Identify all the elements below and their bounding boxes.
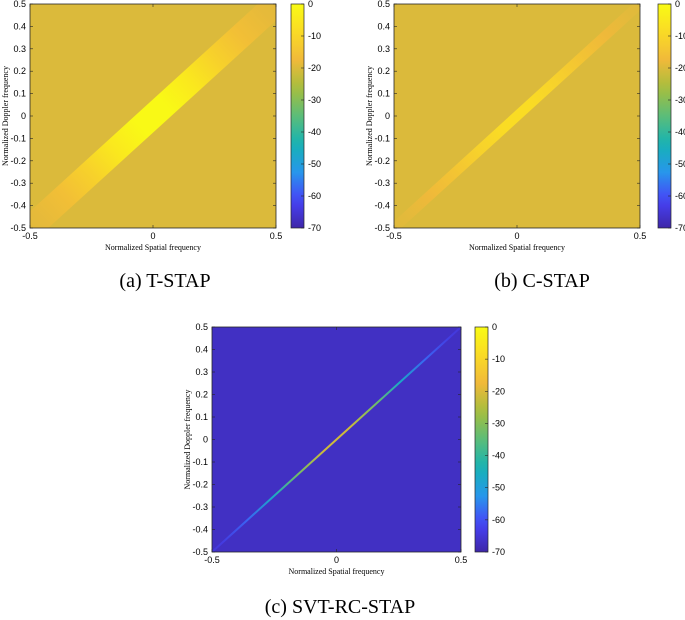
colorbar-tick-label: -20 [675,63,685,73]
y-tick-label: 0 [203,435,208,445]
y-tick-label: 0.4 [377,21,390,31]
clutter-ridge [212,327,461,552]
y-tick-label: 0.4 [195,345,208,355]
x-tick-label: -0.5 [204,555,220,565]
colorbar-tick-label: -20 [308,63,321,73]
x-tick-label: 0.5 [455,555,468,565]
caption-c-stap: (b) C-STAP [494,270,590,292]
y-axis-label: Normalized Doppler frequency [183,390,192,490]
y-tick-label: -0.1 [374,133,390,143]
y-tick-label: -0.3 [374,178,390,188]
colorbar-tick-label: -40 [492,451,505,461]
y-tick-label: 0.3 [13,44,26,54]
colorbar-tick-label: 0 [308,0,313,9]
y-tick-label: 0.3 [377,44,390,54]
colorbar-tick-label: 0 [492,322,497,332]
y-tick-label: -0.4 [10,201,26,211]
y-tick-label: 0.2 [377,66,390,76]
y-tick-label: -0.3 [10,178,26,188]
colorbar-tick-label: -20 [492,386,505,396]
y-tick-label: -0.5 [10,223,26,233]
x-tick-label: 0.5 [634,231,647,241]
colorbar [290,3,305,229]
y-tick-label: 0.2 [195,390,208,400]
y-tick-label: -0.3 [192,502,208,512]
x-tick-label: 0 [150,231,155,241]
heatmap-ridge-group [394,4,640,228]
colorbar-tick-label: -10 [675,31,685,41]
y-tick-label: -0.1 [10,133,26,143]
colorbar-tick-label: -70 [492,547,505,557]
caption-t-stap: (a) T-STAP [119,270,211,292]
heatmap-ridge-group [212,327,461,552]
x-tick-label: 0 [334,555,339,565]
clutter-ridge [394,4,640,228]
colorbar-tick-label: -60 [675,191,685,201]
x-tick-label: -0.5 [22,231,38,241]
colorbar-tick-label: -40 [675,127,685,137]
y-tick-label: -0.5 [374,223,390,233]
colorbar-tick-label: -30 [675,95,685,105]
heatmap-c-stap: -0.5 -0.4 -0.3 -0.2 -0.1 0 0.1 0.2 0.3 0.4 0.5 -0.5… [365,0,685,252]
y-tick-label: 0.5 [195,322,208,332]
heatmap-svt-rc-stap: -0.5 -0.4 -0.3 -0.2 -0.1 0 0.1 0.2 0.3 0.4 0.5 -0.5… [183,322,505,576]
x-tick-label: 0 [514,231,519,241]
y-tick-label: 0.4 [13,21,26,31]
y-tick-label: -0.2 [374,156,390,166]
colorbar [657,3,672,229]
colorbar-tick-label: -60 [492,515,505,525]
x-tick-label: 0.5 [270,231,283,241]
colorbar-tick-label: -40 [308,127,321,137]
y-tick-label: 0.5 [13,0,26,9]
x-axis-label: Normalized Spatial frequency [105,243,201,252]
colorbar-tick-label: -10 [492,354,505,364]
x-axis-label: Normalized Spatial frequency [469,243,565,252]
x-axis-label: Normalized Spatial frequency [289,567,385,576]
colorbar-tick-label: -70 [308,223,321,233]
colorbar-tick-label: -60 [308,191,321,201]
y-tick-label: 0.3 [195,367,208,377]
colorbar-tick-label: 0 [675,0,680,9]
caption-svt-rc-stap: (c) SVT-RC-STAP [264,596,416,618]
y-tick-label: -0.2 [192,480,208,490]
colorbar-tick-label: -50 [492,483,505,493]
heatmap-ridge-group [30,4,276,228]
clutter-ridge [30,4,276,228]
colorbar [474,326,489,553]
y-axis-label: Normalized Doppler frequency [1,66,10,166]
y-tick-label: -0.1 [192,457,208,467]
y-tick-label: 0.1 [195,412,208,422]
y-tick-label: -0.4 [192,525,208,535]
heatmap-t-stap: -0.5 -0.4 -0.3 -0.2 -0.1 0 0.1 0.2 0.3 0.4 0.5 -0.5… [1,0,321,252]
colorbar-tick-label: -70 [675,223,685,233]
panel-svt-rc-stap: -0.5 -0.4 -0.3 -0.2 -0.1 0 0.1 0.2 0.3 0.4 0.5 -0.5… [160,320,520,590]
colorbar-tick-label: -50 [675,159,685,169]
colorbar-tick-label: -30 [308,95,321,105]
y-tick-label: -0.5 [192,547,208,557]
y-tick-label: -0.4 [374,201,390,211]
colorbar-tick-label: -30 [492,418,505,428]
panel-t-stap: -0.5 -0.4 -0.3 -0.2 -0.1 0 0.1 0.2 0.3 0.4 0.5 -0.5… [0,0,340,270]
y-tick-label: 0.2 [13,66,26,76]
y-tick-label: 0.1 [13,89,26,99]
panel-c-stap: -0.5 -0.4 -0.3 -0.2 -0.1 0 0.1 0.2 0.3 0.4 0.5 -0.5… [345,0,685,270]
colorbar-tick-label: -10 [308,31,321,41]
y-tick-label: 0.5 [377,0,390,9]
y-tick-label: -0.2 [10,156,26,166]
colorbar-tick-label: -50 [308,159,321,169]
x-tick-label: -0.5 [386,231,402,241]
y-tick-label: 0.1 [377,89,390,99]
y-tick-label: 0 [385,111,390,121]
y-axis-label: Normalized Doppler frequency [365,66,374,166]
y-tick-label: 0 [21,111,26,121]
